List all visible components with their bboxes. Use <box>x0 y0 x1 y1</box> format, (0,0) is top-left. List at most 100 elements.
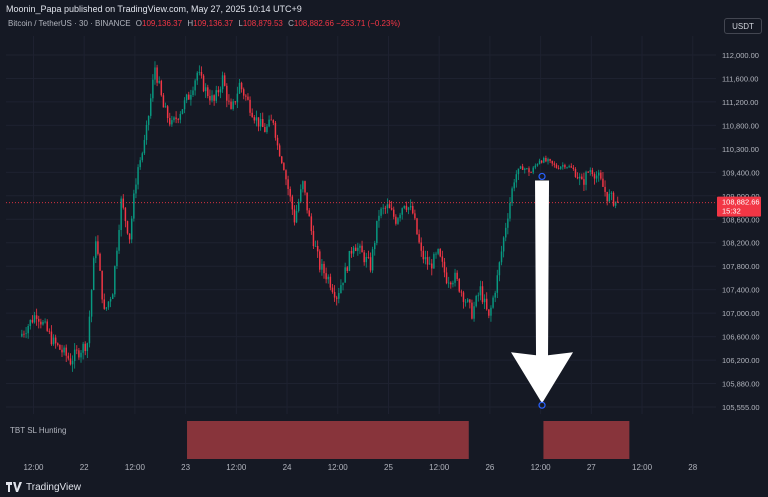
candle-body <box>399 214 401 219</box>
candle-body <box>595 175 598 179</box>
candle-body <box>536 164 539 166</box>
candle-body <box>27 326 29 334</box>
x-tick-label: 12:00 <box>632 463 653 472</box>
candle-body <box>617 201 619 203</box>
candle-body <box>382 207 384 209</box>
candle-body <box>475 295 477 307</box>
candle-body <box>101 270 103 300</box>
candle-body <box>240 82 243 90</box>
candle-body <box>99 253 101 271</box>
y-tick-label: 107,800.00 <box>722 262 760 271</box>
tradingview-logo-icon <box>6 482 22 492</box>
y-tick-label: 109,000.00 <box>722 192 760 201</box>
candle-body <box>164 106 167 108</box>
indicator-zone <box>543 421 630 459</box>
candle-body <box>133 193 135 219</box>
candle-body <box>549 159 551 161</box>
candle-body <box>35 315 38 319</box>
candle-body <box>270 119 272 121</box>
candle-body <box>215 90 217 101</box>
candle-body <box>373 243 376 250</box>
candle-body <box>175 117 177 120</box>
candle-body <box>593 174 596 179</box>
candle-body <box>348 250 351 271</box>
candle-body <box>76 349 78 351</box>
candle-body <box>65 347 67 356</box>
currency-button[interactable]: USDT <box>724 18 762 34</box>
candle-body <box>25 333 27 335</box>
candle-body <box>126 221 129 234</box>
candle-body <box>492 297 494 308</box>
candle-body <box>209 96 211 101</box>
candle-body <box>367 256 370 258</box>
candle-body <box>128 233 131 240</box>
candle-body <box>109 299 112 302</box>
candle-body <box>82 343 84 353</box>
candle-body <box>395 216 397 224</box>
candle-body <box>234 101 237 103</box>
x-tick-label: 12:00 <box>23 463 44 472</box>
candle-body <box>500 251 503 263</box>
candle-body <box>21 333 23 337</box>
candle-body <box>485 298 488 310</box>
candle-body <box>80 352 82 358</box>
candle-body <box>422 250 425 260</box>
candle-body <box>253 117 256 121</box>
candle-body <box>95 241 97 259</box>
candle-body <box>403 205 406 209</box>
candle-body <box>528 168 530 173</box>
candle-body <box>145 124 148 141</box>
candle-body <box>456 272 458 279</box>
symbol-legend: Bitcoin / TetherUS · 30 · BINANCE O109,1… <box>8 19 400 28</box>
candle-body <box>38 318 40 322</box>
candle-body <box>407 207 410 210</box>
candle-body <box>139 160 141 168</box>
low-label: L <box>238 19 243 28</box>
candle-body <box>412 206 414 214</box>
indicator-zone <box>187 421 469 459</box>
candle-body <box>390 208 393 210</box>
candle-body <box>122 198 125 208</box>
candle-body <box>583 179 585 185</box>
candle-body <box>179 113 182 120</box>
y-tick-label: 110,800.00 <box>722 121 759 130</box>
price-tag-box <box>717 196 761 217</box>
y-tick-label: 110,300.00 <box>722 145 759 154</box>
candle-body <box>393 209 395 217</box>
x-tick-label: 22 <box>80 463 89 472</box>
candle-body <box>230 101 232 109</box>
candle-body <box>88 316 91 344</box>
y-tick-label: 111,200.00 <box>722 98 758 107</box>
candle-body <box>384 207 387 209</box>
x-tick-label: 25 <box>384 463 393 472</box>
arrow-marker <box>511 172 574 409</box>
candle-body <box>200 72 203 76</box>
candle-body <box>48 330 51 332</box>
candle-body <box>274 122 277 138</box>
candle-body <box>614 201 617 206</box>
candle-body <box>483 298 486 303</box>
candle-body <box>365 256 368 263</box>
x-tick-label: 28 <box>688 463 697 472</box>
candle-body <box>515 174 518 183</box>
chart-grid <box>6 36 716 414</box>
candle-body <box>312 231 315 247</box>
candle-body <box>283 163 285 171</box>
candle-body <box>490 307 492 316</box>
candle-body <box>597 172 600 176</box>
candle-body <box>67 355 70 359</box>
candle-body <box>52 337 55 345</box>
candle-body <box>380 208 382 216</box>
candle-body <box>257 117 260 127</box>
indicator-name[interactable]: TBT SL Hunting <box>10 426 67 435</box>
symbol-name[interactable]: Bitcoin / TetherUS · 30 · BINANCE <box>8 19 131 28</box>
candle-body <box>71 361 74 365</box>
candle-body <box>363 252 365 263</box>
candle-body <box>162 95 165 108</box>
candle-body <box>217 90 220 93</box>
candle-body <box>29 319 32 327</box>
candle-body <box>190 95 192 100</box>
candle-body <box>118 230 120 251</box>
